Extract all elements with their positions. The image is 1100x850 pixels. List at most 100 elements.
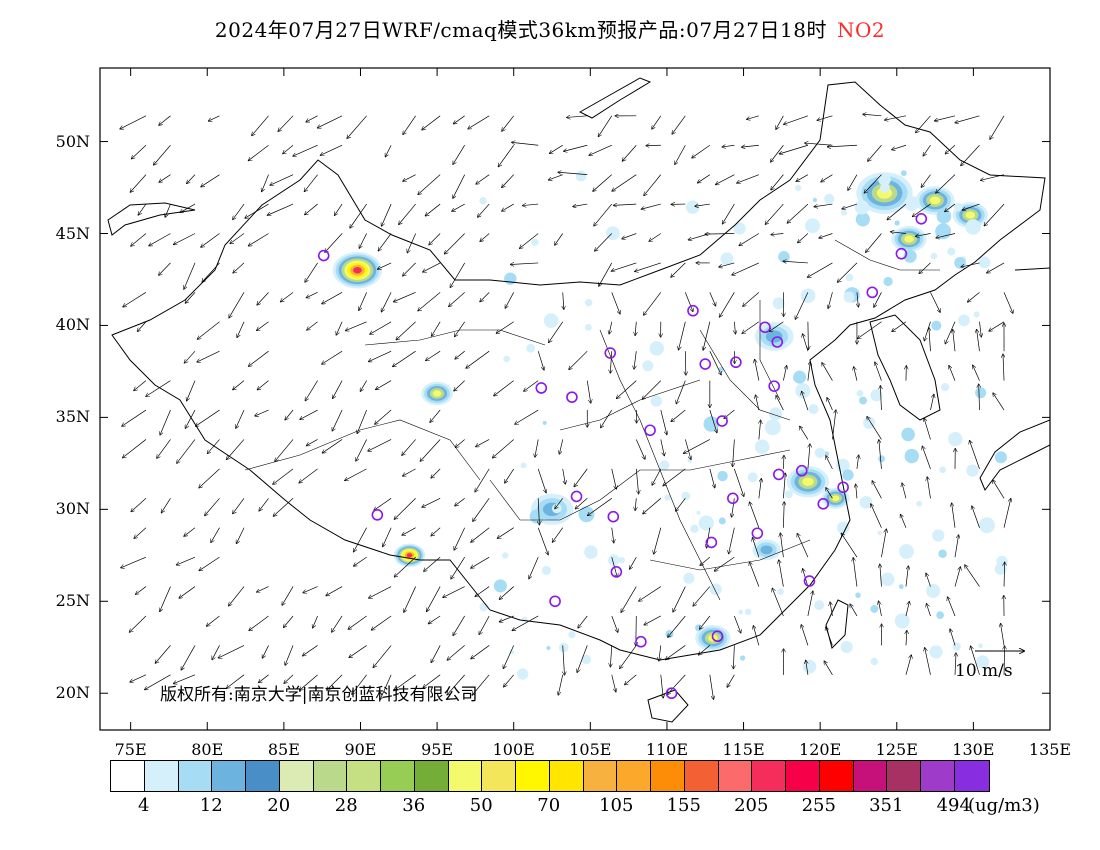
concentration-speck (975, 387, 987, 399)
wind-arrow (599, 262, 613, 286)
wind-arrow (499, 615, 514, 622)
wind-arrow (333, 380, 343, 399)
wind-arrow (332, 409, 343, 431)
wind-arrow (347, 115, 367, 138)
wind-arrow (970, 441, 980, 469)
wind-arrow (654, 527, 662, 554)
wind-arrow (262, 645, 269, 658)
wind-arrow (922, 446, 931, 469)
wind-arrow (828, 292, 833, 308)
concentration-speck (855, 592, 861, 598)
wind-arrow (930, 394, 933, 411)
wind-arrow (737, 174, 759, 183)
colorbar-swatch (684, 761, 719, 791)
concentration-speck (814, 447, 826, 459)
wind-arrow (184, 262, 196, 289)
wind-arrow (769, 321, 784, 332)
lat-label: 40N (55, 315, 90, 335)
concentration-speck (930, 252, 938, 260)
wind-arrow (797, 534, 809, 558)
wind-arrow (783, 473, 785, 499)
concentration-speck (877, 530, 882, 536)
wind-arrow (205, 498, 220, 515)
concentration-speck (870, 389, 883, 402)
concentration-speck (800, 288, 816, 304)
wind-arrow (853, 558, 858, 587)
concentration-speck (878, 455, 886, 463)
wind-arrow (598, 115, 613, 137)
wind-arrow (814, 203, 833, 207)
concentration-speck (966, 464, 979, 477)
lake-baikal-outline (578, 77, 652, 119)
concentration-speck (718, 366, 725, 373)
wind-arrow (455, 498, 465, 505)
wind-arrow (1003, 292, 1013, 313)
wind-arrow (644, 615, 661, 625)
wind-arrow (660, 409, 667, 434)
wind-arrow (385, 145, 392, 156)
wind-arrow (157, 439, 171, 458)
wind-arrow (121, 556, 147, 568)
wind-arrow (273, 468, 294, 484)
city-station-marker (817, 498, 830, 510)
concentration-speck (681, 491, 691, 501)
wind-arrow (807, 591, 813, 617)
wind-arrow (879, 440, 882, 469)
wind-arrow (828, 145, 857, 147)
wind-arrow (285, 409, 294, 420)
concentration-speck (802, 659, 817, 674)
wind-arrow (776, 115, 784, 129)
colorbar-tick-label: 36 (402, 795, 426, 816)
wind-arrow (427, 586, 441, 612)
wind-arrow (649, 233, 662, 242)
wind-arrow (376, 380, 392, 390)
wind-arrow (450, 262, 465, 287)
wind-arrow (734, 321, 735, 334)
concentration-contour (760, 545, 773, 555)
wind-arrow (885, 115, 907, 120)
wind-arrow (453, 615, 465, 635)
wind-arrow (454, 380, 465, 391)
concentration-speck (931, 320, 942, 331)
wind-arrow (184, 527, 196, 536)
sakhalin-outline (1014, 267, 1050, 271)
city-station-marker (751, 527, 764, 540)
wind-arrow (129, 615, 147, 632)
wind-arrow (594, 203, 613, 226)
city-station-marker (716, 415, 728, 427)
wind-arrow (747, 115, 759, 119)
wind-arrow (471, 527, 490, 542)
wind-arrow (307, 321, 318, 330)
concentration-speck (502, 552, 509, 559)
wind-arrow (857, 292, 858, 306)
wind-arrow (237, 321, 245, 337)
colorbar-swatch (549, 761, 584, 791)
wind-arrow (262, 174, 269, 192)
city-station-marker (570, 490, 583, 503)
wind-arrow (208, 115, 220, 121)
wind-arrow (159, 115, 171, 125)
concentration-speck (649, 341, 665, 356)
wind-arrow (765, 203, 784, 224)
wind-arrow (676, 498, 686, 511)
city-station-marker (795, 464, 808, 477)
wind-arrow (821, 174, 833, 182)
wind-arrow (502, 174, 514, 188)
concentration-speck (836, 521, 850, 535)
wind-arrow (993, 393, 1005, 411)
wind-arrow (668, 615, 686, 637)
wind-arrow (961, 144, 980, 165)
wind-arrow (867, 417, 882, 440)
wind-arrow (750, 502, 760, 528)
wind-arrow (218, 645, 245, 657)
city-station-marker (549, 595, 561, 608)
wind-arrow (913, 203, 931, 216)
wind-arrow (174, 233, 196, 245)
wind-arrow (494, 380, 514, 396)
wind-arrow (473, 498, 490, 521)
colorbar-tick-label: 205 (734, 795, 769, 816)
concentration-speck (870, 604, 879, 613)
wind-arrow (577, 645, 588, 672)
wind-arrow (739, 233, 760, 246)
city-station-marker (566, 391, 578, 403)
